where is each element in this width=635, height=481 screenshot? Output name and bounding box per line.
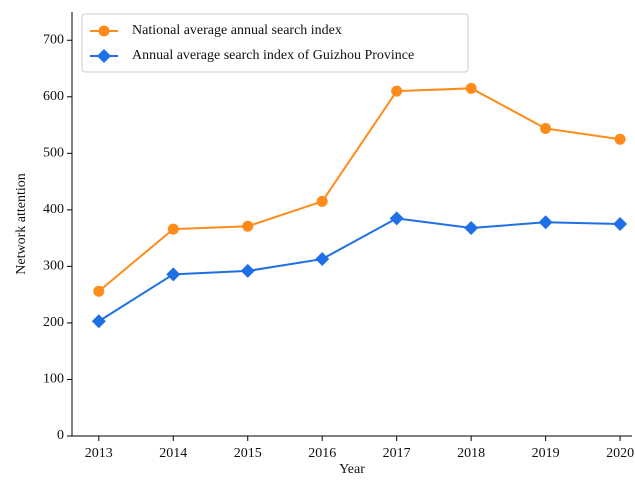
y-tick-label: 700	[43, 32, 64, 47]
data-point	[538, 215, 553, 230]
data-point	[614, 133, 626, 145]
y-tick-label: 400	[43, 202, 64, 217]
y-tick-label: 300	[43, 259, 64, 274]
y-axis-label: Network attention	[14, 173, 29, 274]
x-tick-label: 2018	[457, 446, 485, 461]
legend-label: Annual average search index of Guizhou P…	[132, 48, 414, 63]
legend-marker	[98, 25, 110, 37]
data-point	[240, 263, 255, 278]
x-tick-label: 2019	[532, 446, 560, 461]
data-point	[91, 314, 106, 329]
x-tick-label: 2017	[383, 446, 411, 461]
data-point	[316, 195, 328, 207]
x-tick-label: 2015	[234, 446, 262, 461]
x-tick-label: 2013	[85, 446, 113, 461]
series-line	[98, 217, 621, 323]
data-point	[465, 82, 477, 94]
x-axis-label: Year	[339, 462, 365, 477]
data-point	[391, 85, 403, 97]
legend-box	[81, 13, 469, 73]
data-point	[242, 220, 254, 232]
legend-label: National average annual search index	[132, 23, 342, 38]
series-line	[98, 87, 621, 293]
legend-marker	[97, 49, 111, 63]
data-point	[464, 220, 479, 235]
data-point	[166, 267, 181, 282]
data-point	[167, 223, 179, 235]
y-tick-label: 500	[43, 146, 64, 161]
y-tick-label: 100	[43, 372, 64, 387]
y-tick-label: 0	[57, 428, 64, 443]
data-point	[389, 211, 404, 226]
y-tick-label: 600	[43, 89, 64, 104]
data-point	[93, 285, 105, 297]
y-tick-label: 200	[43, 315, 64, 330]
data-point	[315, 252, 330, 267]
data-point	[613, 217, 628, 231]
x-tick-label: 2020	[606, 446, 634, 461]
x-tick-label: 2016	[308, 446, 336, 461]
data-point	[540, 122, 552, 134]
x-tick-label: 2014	[159, 446, 187, 461]
